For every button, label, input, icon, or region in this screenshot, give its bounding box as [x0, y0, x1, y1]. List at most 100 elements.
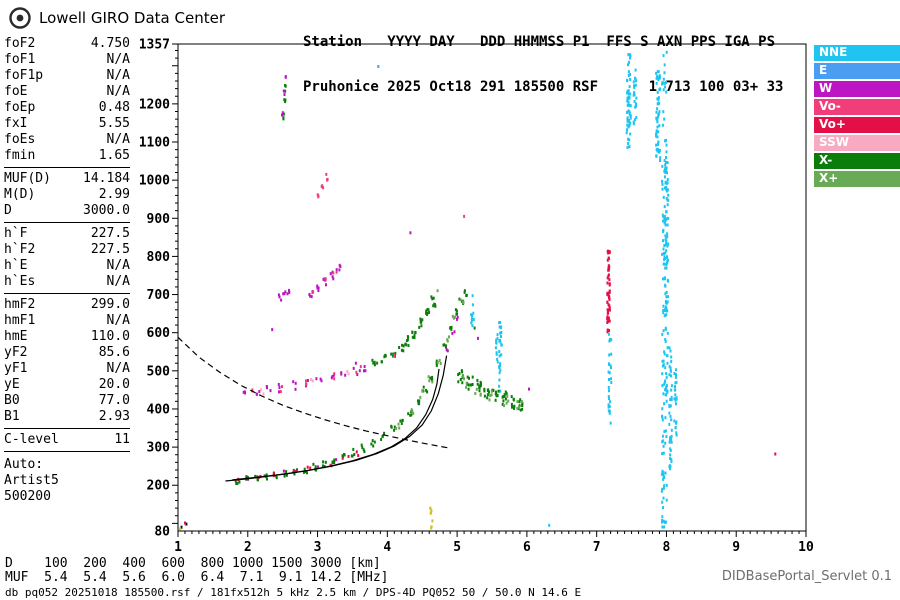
- echo-point: [626, 79, 629, 83]
- echo-point: [663, 525, 666, 529]
- echo-point: [179, 527, 182, 531]
- echo-point: [498, 350, 501, 354]
- echo-point: [608, 308, 610, 312]
- station-header: Station YYYY DAY DDD HHMMSS P1 FFS S AXN…: [303, 5, 783, 125]
- echo-point: [659, 159, 661, 162]
- echo-point: [608, 353, 611, 357]
- echo-point: [632, 120, 635, 124]
- param-label: hmF2: [4, 297, 36, 312]
- echo-point: [670, 388, 673, 392]
- echo-point: [338, 263, 341, 267]
- echo-point: [281, 113, 283, 117]
- echo-point: [380, 438, 383, 441]
- echo-point: [325, 283, 327, 287]
- echo-point: [445, 345, 447, 349]
- echo-point: [246, 476, 249, 479]
- echo-point: [607, 264, 610, 268]
- echo-point: [420, 324, 423, 328]
- echo-point: [499, 331, 502, 335]
- echo-point: [360, 443, 363, 447]
- echo-point: [390, 352, 393, 356]
- echo-point: [373, 440, 376, 444]
- echo-point: [528, 387, 530, 391]
- parameter-group: foF2 4.750 foF1 N/A foF1p N/A foE N/A foEp 0.48 fx…: [4, 36, 130, 164]
- echo-point: [331, 461, 334, 465]
- echo-point: [392, 354, 395, 358]
- echo-point: [354, 361, 357, 365]
- param-row-fmin: fmin 1.65: [4, 148, 130, 164]
- echo-point: [664, 292, 667, 296]
- echo-point: [662, 329, 665, 333]
- echo-point: [663, 117, 666, 121]
- echo-point: [418, 399, 421, 403]
- echo-point: [324, 277, 327, 281]
- echo-point: [417, 401, 420, 405]
- echo-point: [632, 80, 635, 84]
- echo-point: [665, 150, 668, 154]
- echo-point: [320, 379, 323, 383]
- echo-point: [414, 330, 417, 334]
- echo-point: [662, 247, 665, 251]
- echo-point: [456, 317, 458, 321]
- param-label: foEp: [4, 100, 36, 115]
- echo-point: [606, 300, 609, 304]
- echo-point: [659, 156, 662, 160]
- echo-point: [662, 219, 665, 223]
- x-tick-label: 8: [663, 540, 671, 555]
- echo-point: [657, 113, 660, 117]
- echo-point: [665, 295, 668, 299]
- echo-point: [278, 295, 281, 299]
- echo-point: [498, 378, 501, 382]
- echo-point: [292, 468, 295, 472]
- echo-point: [495, 352, 498, 356]
- echo-point: [607, 332, 610, 336]
- echo-point: [312, 290, 315, 294]
- echo-point: [490, 389, 493, 393]
- echo-point: [496, 357, 499, 361]
- echo-point: [459, 298, 462, 302]
- echo-point: [607, 395, 610, 398]
- echo-point: [453, 330, 456, 334]
- echo-point: [673, 397, 676, 401]
- echo-point: [317, 289, 320, 292]
- echo-point: [661, 213, 664, 217]
- echo-point: [626, 119, 629, 123]
- param-row-hme: hmE 110.0: [4, 329, 130, 345]
- echo-point: [284, 89, 287, 93]
- echo-point: [510, 402, 513, 406]
- legend-item-e: E: [814, 63, 900, 79]
- echo-point: [333, 458, 336, 462]
- echo-point: [242, 390, 245, 394]
- echo-point: [343, 453, 346, 457]
- echo-point: [332, 277, 335, 281]
- echo-point: [629, 56, 631, 60]
- param-label: yE: [4, 377, 20, 392]
- echo-point: [419, 317, 422, 321]
- echo-point: [662, 88, 665, 92]
- echo-point: [674, 425, 677, 429]
- echo-point: [675, 402, 677, 406]
- echo-point: [419, 395, 422, 399]
- echo-point: [500, 331, 503, 334]
- echo-point: [407, 335, 410, 339]
- echo-point: [608, 291, 611, 294]
- echo-point: [606, 330, 609, 334]
- echo-point: [606, 281, 609, 285]
- echo-point: [478, 384, 481, 388]
- echo-point: [393, 354, 396, 358]
- echo-point: [663, 205, 666, 209]
- echo-point: [425, 388, 428, 392]
- giro-logo-icon: [9, 7, 31, 29]
- param-row-foep: foEp 0.48: [4, 100, 130, 116]
- echo-point: [478, 386, 481, 390]
- echo-point: [663, 217, 666, 221]
- echo-point: [483, 389, 486, 393]
- echo-point: [435, 364, 438, 368]
- echo-point: [608, 278, 611, 282]
- echo-point: [285, 470, 288, 474]
- echo-point: [325, 172, 328, 176]
- echo-point: [662, 110, 665, 114]
- echo-point: [503, 394, 506, 398]
- echo-point: [372, 361, 375, 365]
- echo-point: [496, 360, 499, 364]
